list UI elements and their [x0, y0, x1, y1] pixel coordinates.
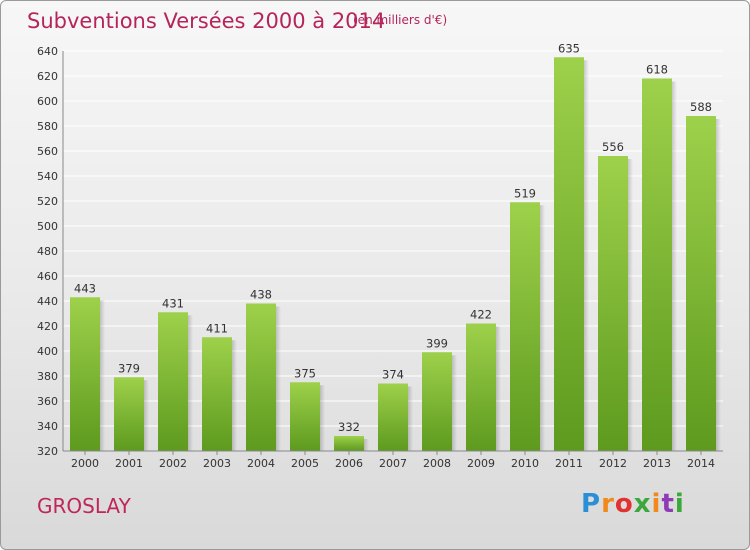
- y-tick-label: 560: [37, 145, 58, 158]
- x-tick-label: 2013: [643, 457, 671, 470]
- city-name: GROSLAY: [37, 494, 131, 518]
- x-tick-label: 2001: [115, 457, 143, 470]
- data-label-2000: 443: [74, 281, 96, 295]
- proxiti-logo[interactable]: Proxiti: [581, 489, 685, 519]
- y-tick-label: 640: [37, 45, 58, 58]
- x-tick-label: 2009: [467, 457, 495, 470]
- x-tick-label: 2010: [511, 457, 539, 470]
- x-tick-label: 2003: [203, 457, 231, 470]
- data-label-2011: 635: [558, 41, 580, 55]
- chart-subtitle: (en milliers d'€): [353, 13, 448, 27]
- data-label-2004: 438: [250, 288, 272, 302]
- y-tick-label: 600: [37, 95, 58, 108]
- bar-shadow: [452, 355, 457, 451]
- bar-shadow: [100, 300, 105, 451]
- bar-2000: [70, 297, 100, 451]
- y-tick-label: 400: [37, 345, 58, 358]
- bar-2011: [554, 57, 584, 451]
- data-label-2001: 379: [118, 361, 140, 375]
- chart-title: Subventions Versées 2000 à 2014: [27, 9, 386, 33]
- bar-2004: [246, 303, 276, 451]
- y-tick-label: 540: [37, 170, 58, 183]
- x-tick-label: 2004: [247, 457, 275, 470]
- y-tick-label: 320: [37, 445, 58, 458]
- x-tick-label: 2006: [335, 457, 363, 470]
- bar-shadow: [540, 205, 545, 451]
- y-tick-label: 440: [37, 295, 58, 308]
- bar-shadow: [276, 306, 281, 451]
- y-tick-label: 580: [37, 120, 58, 133]
- data-label-2012: 556: [602, 140, 624, 154]
- y-tick-label: 480: [37, 245, 58, 258]
- y-tick-label: 420: [37, 320, 58, 333]
- bar-2013: [642, 78, 672, 451]
- bar-2006: [334, 436, 364, 451]
- bar-shadow: [320, 385, 325, 451]
- x-tick-label: 2011: [555, 457, 583, 470]
- data-label-2009: 422: [470, 308, 492, 322]
- data-label-2002: 431: [162, 296, 184, 310]
- bar-2009: [466, 323, 496, 451]
- y-tick-label: 360: [37, 395, 58, 408]
- bar-2014: [686, 116, 716, 451]
- bar-2008: [422, 352, 452, 451]
- y-tick-label: 520: [37, 195, 58, 208]
- x-tick-label: 2000: [71, 457, 99, 470]
- bar-shadow: [188, 315, 193, 451]
- y-tick-label: 340: [37, 420, 58, 433]
- bar-2001: [114, 377, 144, 451]
- bar-shadow: [628, 159, 633, 451]
- y-tick-label: 500: [37, 220, 58, 233]
- data-label-2014: 588: [690, 100, 712, 114]
- y-tick-label: 620: [37, 70, 58, 83]
- bar-shadow: [672, 81, 677, 451]
- bar-shadow: [408, 386, 413, 451]
- y-tick-label: 460: [37, 270, 58, 283]
- x-tick-label: 2007: [379, 457, 407, 470]
- data-label-2006: 332: [338, 420, 360, 434]
- bar-shadow: [144, 380, 149, 451]
- x-tick-label: 2008: [423, 457, 451, 470]
- bar-shadow: [364, 439, 369, 451]
- bar-2007: [378, 383, 408, 451]
- x-tick-label: 2014: [687, 457, 715, 470]
- bar-shadow: [584, 60, 589, 451]
- x-tick-label: 2005: [291, 457, 319, 470]
- bar-shadow: [716, 119, 721, 451]
- data-label-2010: 519: [514, 186, 536, 200]
- x-tick-label: 2002: [159, 457, 187, 470]
- bar-2012: [598, 156, 628, 451]
- bar-2005: [290, 382, 320, 451]
- bar-2010: [510, 202, 540, 451]
- data-label-2005: 375: [294, 366, 316, 380]
- bar-shadow: [496, 326, 501, 451]
- bar-2003: [202, 337, 232, 451]
- data-label-2008: 399: [426, 336, 448, 350]
- bar-shadow: [232, 340, 237, 451]
- data-label-2003: 411: [206, 321, 228, 335]
- x-tick-label: 2012: [599, 457, 627, 470]
- y-tick-label: 380: [37, 370, 58, 383]
- data-label-2007: 374: [382, 368, 404, 382]
- data-label-2013: 618: [646, 63, 668, 77]
- bar-2002: [158, 312, 188, 451]
